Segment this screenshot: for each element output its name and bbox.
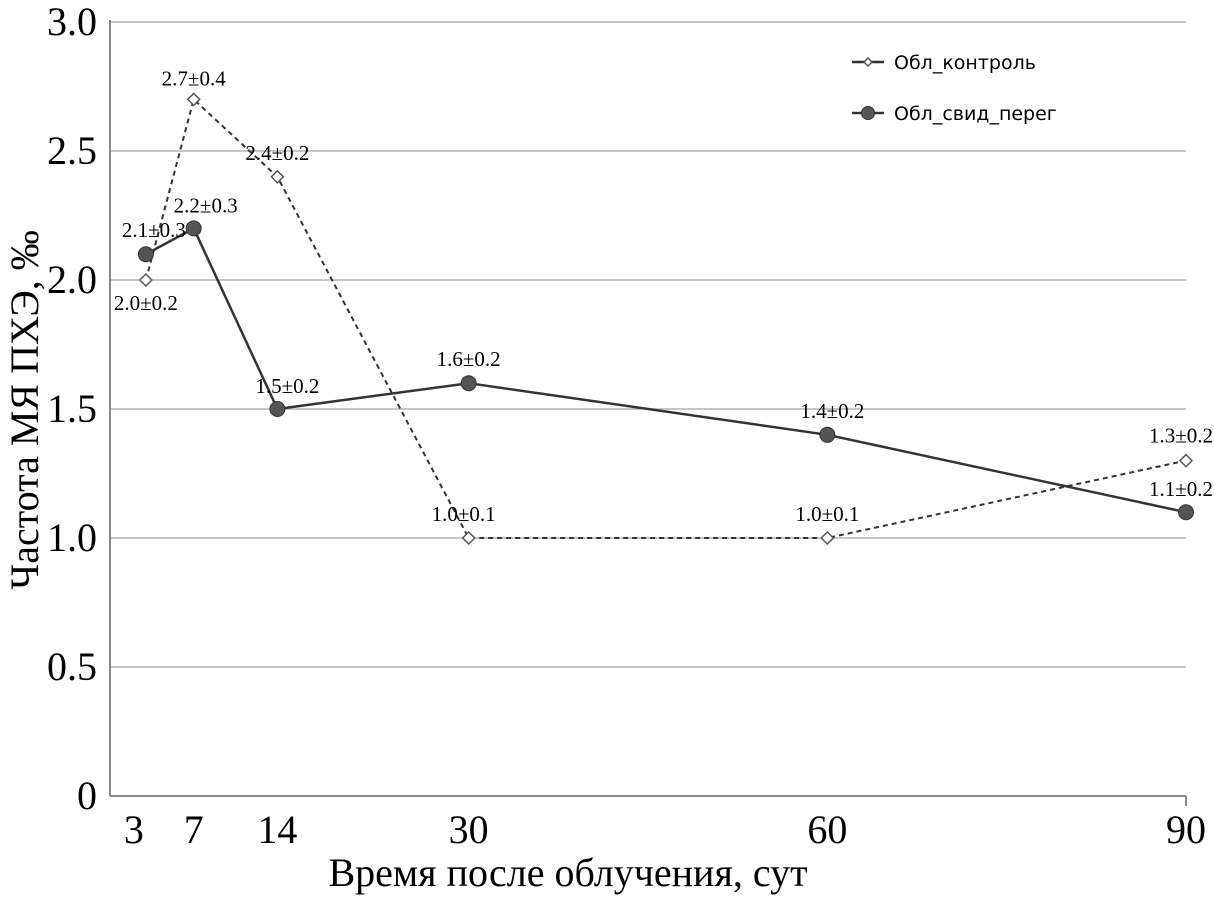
x-tick-label-4: 60: [807, 807, 847, 852]
marker-s1-p3: [460, 375, 477, 392]
y-tick-label-3: 1.5: [47, 386, 97, 431]
legend-marker-1: [861, 106, 875, 120]
marker-s1-p1: [185, 220, 202, 237]
legend: Обл_контроль Обл_свид_перег: [852, 52, 1057, 125]
data-label-s0-p5: 1.3±0.2: [1149, 424, 1213, 448]
data-label-s0-p0: 2.0±0.2: [114, 291, 178, 315]
y-tick-label-4: 2.0: [47, 257, 97, 302]
data-label-s1-p3: 1.6±0.2: [437, 347, 501, 371]
y-axis-title: Частота МЯ ПХЭ, ‰: [2, 230, 47, 590]
x-tick-labels: 3 7 14 30 60 90: [124, 807, 1206, 852]
y-tick-label-0: 0: [77, 773, 97, 818]
data-label-s1-p0: 2.1±0.3: [122, 218, 186, 242]
marker-s0-p5: [1178, 453, 1194, 468]
data-label-s1-p2: 1.5±0.2: [255, 374, 319, 398]
marker-s0-p1: [186, 92, 201, 107]
data-label-s0-p3: 1.0±0.1: [432, 502, 496, 526]
series-lines: [144, 97, 1187, 539]
x-tick-label-3: 30: [449, 807, 489, 852]
data-label-s0-p1: 2.7±0.4: [162, 66, 227, 90]
marker-s0-p0: [138, 272, 153, 288]
marker-s0-p4: [820, 530, 835, 546]
marker-s0-p2: [270, 169, 285, 184]
marker-s1-p4: [819, 426, 836, 443]
legend-label-1: Обл_свид_перег: [894, 103, 1057, 125]
data-label-s0-p2: 2.4±0.2: [245, 141, 309, 165]
series-line-1: [145, 226, 1187, 514]
axes: [109, 20, 1187, 806]
legend-label-0: Обл_контроль: [894, 52, 1036, 74]
data-label-s0-p4: 1.0±0.1: [795, 502, 859, 526]
x-tick-label-2: 14: [257, 807, 297, 852]
data-label-s1-p4: 1.4±0.2: [800, 399, 864, 423]
legend-marker-0: [862, 56, 874, 68]
y-tick-label-6: 3.0: [47, 0, 97, 44]
marker-s1-p2: [269, 401, 286, 417]
x-axis-title: Время после облучения, сут: [328, 850, 807, 895]
series-line-0: [144, 97, 1187, 539]
data-labels: 2.0±0.2 2.7±0.4 2.4±0.2 1.0±0.1 1.0±0.1 1.3±0…: [114, 66, 1213, 526]
marker-s1-p0: [137, 246, 154, 263]
y-tick-labels: 0 0.5 1.0 1.5 2.0 2.5 3.0: [47, 0, 97, 818]
y-tick-label-2: 1.0: [47, 515, 97, 560]
x-tick-label-0: 3: [124, 807, 144, 852]
marker-s0-p3: [461, 530, 476, 546]
marker-s1-p5: [1178, 504, 1194, 521]
x-tick-label-5: 90: [1166, 807, 1206, 852]
series-markers: [137, 92, 1194, 546]
y-tick-label-1: 0.5: [47, 644, 97, 689]
data-label-s1-p1: 2.2±0.3: [174, 193, 238, 217]
data-label-s1-p5: 1.1±0.2: [1149, 477, 1213, 501]
y-tick-label-5: 2.5: [47, 128, 97, 173]
x-tick-label-1: 7: [184, 807, 204, 852]
